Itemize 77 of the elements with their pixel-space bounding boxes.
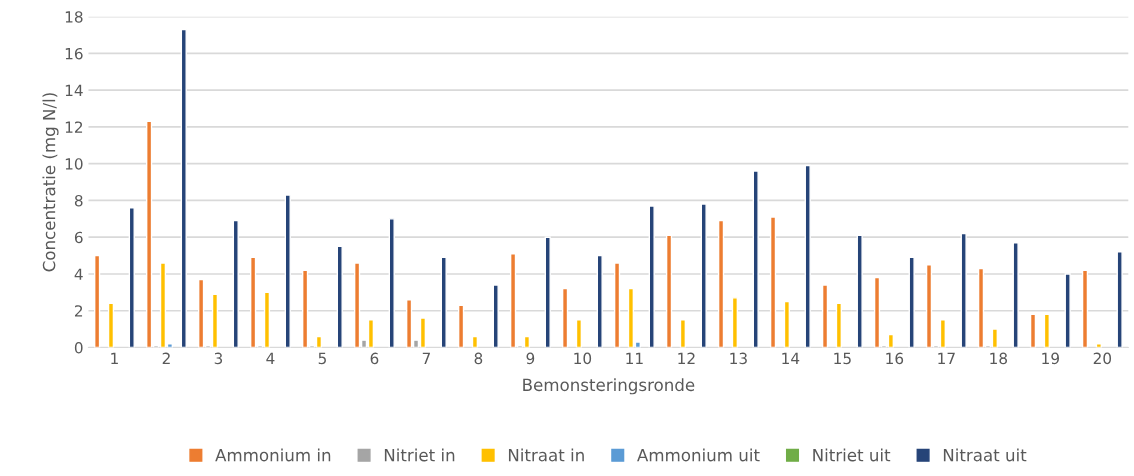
bar [804,164,811,348]
x-tick-label: 13 [730,352,747,365]
bar [1029,313,1037,348]
y-tick-label: 0 [74,341,83,354]
x-tick-label: 4 [266,352,275,364]
bar [679,319,687,348]
bar [492,284,499,348]
bar [769,216,777,348]
bar [613,262,621,348]
bar [648,205,655,348]
x-tick-label: 11 [626,352,643,364]
bar [783,300,791,348]
bar [665,234,673,348]
y-tick-label: 18 [65,11,83,23]
bar [575,319,583,348]
x-tick-label: 8 [474,352,483,365]
y-tick-label: 8 [74,194,83,207]
legend-label: Ammonium in [215,448,331,462]
bar [232,219,239,348]
bar [1012,242,1019,348]
x-tick-label: 14 [782,352,800,364]
bar [284,194,291,348]
bar [128,207,135,348]
bar [471,335,479,348]
bar [821,284,829,348]
legend-label: Nitraat uit [943,448,1027,462]
legend-label: Nitraat in [508,448,584,462]
x-tick-label: 3 [214,352,223,365]
bar [752,170,759,348]
bar [388,218,395,348]
x-tick-label: 5 [318,352,326,365]
y-tick-label: 14 [65,84,83,96]
bar [440,256,447,348]
y-tick-label: 6 [74,231,83,244]
bar [908,256,915,348]
y-tick-label: 2 [74,305,83,317]
bar [1116,251,1123,348]
bar [700,203,707,348]
bar [457,304,465,348]
x-tick-label: 20 [1093,352,1112,365]
x-tick-label: 7 [422,352,430,364]
x-tick-label: 16 [886,352,904,365]
bar [107,302,115,348]
legend-label: Nitriet uit [813,448,891,462]
bar [856,234,863,348]
x-tick-label: 18 [990,352,1008,365]
bar [1064,273,1071,348]
bar [596,254,603,348]
y-tick-label: 4 [74,268,83,280]
legend-label: Nitriet in [384,448,455,462]
bar [93,254,101,348]
bar [336,245,343,348]
x-tick-label: 6 [370,352,379,365]
bar [1043,313,1050,348]
bar [731,297,739,348]
legend-label: Ammonium uit [637,448,760,462]
y-tick-label: 10 [65,158,83,170]
x-tick-label: 17 [938,352,955,364]
x-tick-label: 19 [1042,352,1059,365]
x-tick-label: 15 [834,352,851,365]
x-axis-title: Bemonsteringsronde [523,378,695,395]
y-tick-label: 16 [65,47,83,60]
bar [1081,269,1089,348]
x-tick-label: 10 [574,352,592,365]
y-axis-title: Concentratie (mg N/l) [42,93,59,272]
bar [717,219,725,348]
bar [835,302,843,348]
bar [561,287,569,348]
x-tick-label: 9 [526,352,535,365]
y-tick-label: 12 [65,121,83,133]
bar [180,28,187,348]
x-tick-label: 12 [678,352,695,364]
bar [1095,343,1102,348]
x-tick-label: 2 [162,352,170,364]
bar [960,232,967,348]
x-tick-label: 1 [111,352,118,364]
bar [544,236,551,348]
